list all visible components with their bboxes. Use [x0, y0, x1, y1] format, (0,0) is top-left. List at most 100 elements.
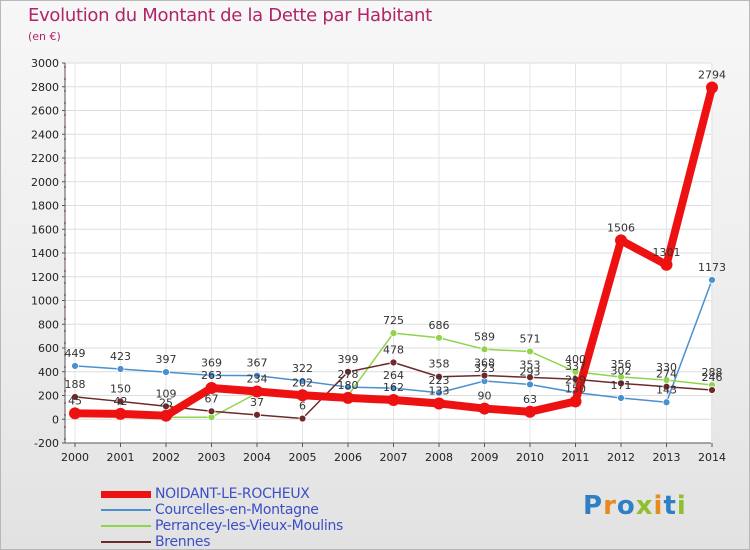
data-point — [296, 389, 309, 402]
logo-letter: P — [583, 491, 604, 521]
data-point — [298, 414, 307, 423]
data-point — [433, 397, 445, 410]
y-tick-label: 400 — [38, 366, 59, 379]
data-label: 353 — [520, 358, 541, 371]
x-tick-label: 2012 — [607, 451, 635, 464]
data-label: 133 — [429, 384, 450, 397]
legend-swatch — [101, 525, 151, 527]
data-point — [69, 407, 81, 420]
y-tick-label: 1600 — [31, 223, 59, 236]
logo-letter: r — [603, 491, 617, 521]
data-label: 180 — [338, 379, 359, 392]
data-label: 109 — [156, 387, 177, 400]
data-label: 143 — [656, 383, 677, 396]
data-label: 6 — [299, 400, 306, 413]
y-tick-label: 2800 — [31, 81, 59, 94]
data-point — [526, 380, 534, 389]
x-tick-label: 2010 — [516, 451, 544, 464]
x-tick-label: 2002 — [152, 451, 180, 464]
data-label: 263 — [201, 369, 222, 382]
x-tick-label: 2008 — [425, 451, 453, 464]
data-label: 234 — [247, 372, 268, 385]
data-label: 278 — [338, 368, 359, 381]
data-point — [617, 394, 625, 402]
data-label: 150 — [110, 382, 131, 395]
x-tick-label: 2001 — [107, 451, 135, 464]
x-tick-label: 2013 — [653, 451, 681, 464]
data-label: 686 — [429, 319, 450, 332]
x-tick-label: 2014 — [698, 451, 726, 464]
legend-swatch — [101, 490, 151, 498]
data-point — [708, 386, 716, 394]
data-point — [615, 234, 627, 247]
data-point — [435, 388, 443, 397]
data-label: 322 — [292, 362, 313, 375]
y-tick-label: 0 — [52, 413, 59, 426]
data-label: 171 — [611, 379, 632, 392]
data-point — [526, 347, 534, 356]
data-label: 150 — [565, 382, 586, 395]
series-layer — [69, 81, 718, 423]
data-point — [706, 81, 718, 94]
data-point — [251, 385, 263, 398]
legend-label: Courcelles-en-Montagne — [155, 502, 319, 518]
x-tick-label: 2007 — [380, 451, 408, 464]
data-point — [162, 368, 170, 377]
y-tick-label: 2600 — [31, 105, 59, 118]
data-point — [116, 397, 125, 406]
data-label: 571 — [520, 332, 541, 345]
data-point — [205, 382, 218, 395]
data-label: 67 — [205, 392, 219, 405]
x-tick-label: 2003 — [198, 451, 226, 464]
data-label: 162 — [383, 381, 404, 394]
data-point — [524, 405, 536, 418]
data-point — [480, 371, 489, 380]
data-point — [389, 358, 398, 367]
data-point — [160, 409, 172, 422]
data-label: 63 — [523, 393, 537, 406]
data-label: 1301 — [653, 246, 681, 259]
data-label: 288 — [702, 366, 723, 379]
data-label: 90 — [478, 390, 492, 403]
data-label: 356 — [611, 358, 632, 371]
y-tick-label: 1800 — [31, 200, 59, 213]
data-point — [708, 276, 716, 284]
chart-title: Evolution du Montant de la Dette par Hab… — [28, 5, 432, 26]
data-point — [71, 362, 79, 370]
series-noidant-le-rocheux — [69, 81, 718, 422]
y-tick-label: 1000 — [31, 295, 59, 308]
data-label: 358 — [429, 358, 450, 371]
data-point — [662, 382, 671, 391]
data-label: 246 — [702, 371, 723, 384]
data-label: 293 — [520, 365, 541, 378]
data-label: 302 — [611, 364, 632, 377]
data-label: 42 — [114, 395, 128, 408]
data-label: 478 — [383, 343, 404, 356]
data-point — [569, 395, 582, 408]
logo-letter: t — [663, 491, 677, 521]
data-point — [389, 329, 398, 338]
data-label: 368 — [474, 357, 495, 370]
data-label: 725 — [383, 314, 404, 327]
data-point — [389, 384, 398, 393]
y-tick-label: 2400 — [31, 128, 59, 141]
y-tick-label: 2000 — [31, 176, 59, 189]
data-label: 202 — [292, 376, 313, 389]
data-point — [344, 383, 352, 391]
chart-unit-label: (en €) — [28, 30, 61, 43]
data-point — [571, 367, 580, 376]
y-tick-label: -200 — [34, 437, 59, 450]
data-point — [298, 377, 307, 385]
legend-label: Perrancey-les-Vieux-Moulins — [155, 518, 344, 534]
data-label: 2794 — [698, 68, 726, 81]
series-courcelles-en-montagne — [71, 276, 716, 407]
data-point — [114, 407, 127, 420]
data-point — [207, 371, 216, 380]
y-tick-label: 600 — [38, 342, 59, 355]
proxiti-logo: Proxiti — [583, 491, 687, 521]
x-tick-label: 2006 — [334, 451, 362, 464]
data-point — [116, 365, 125, 373]
legend-label: Brennes — [155, 534, 211, 550]
